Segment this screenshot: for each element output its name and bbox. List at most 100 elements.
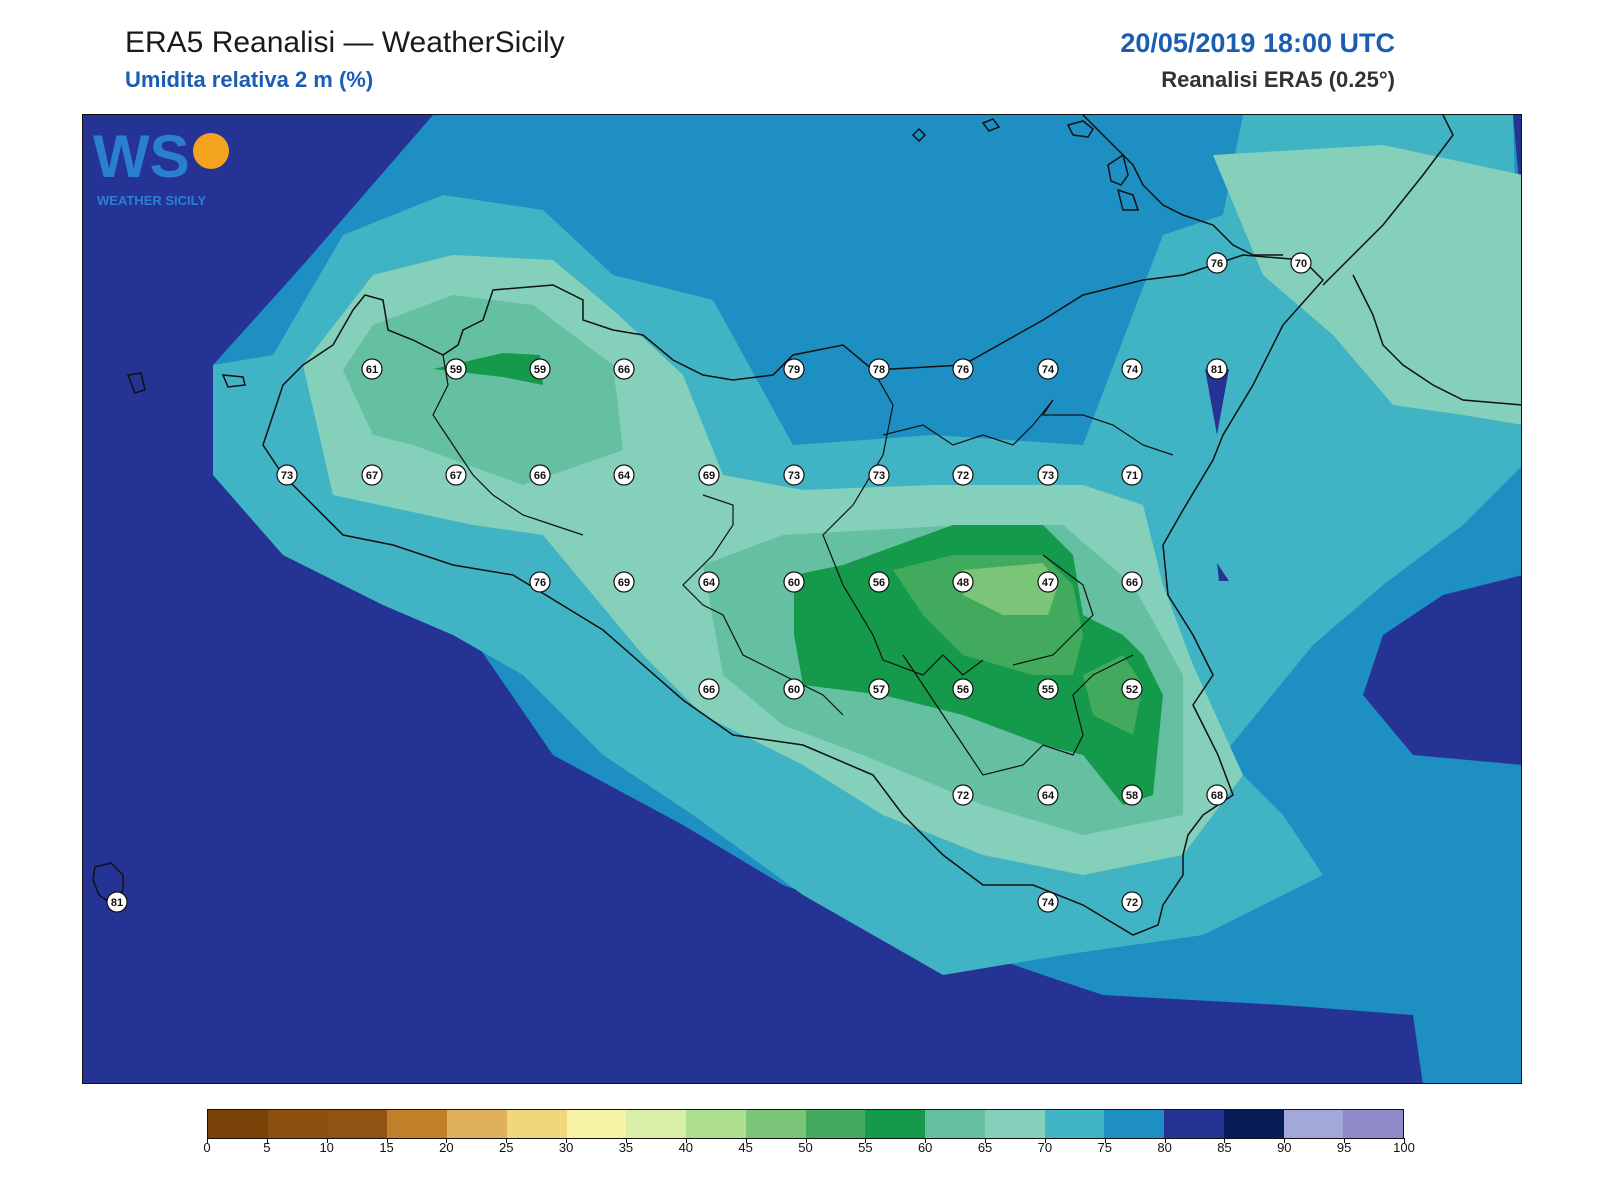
- station-circle: [361, 358, 383, 380]
- map-canvas: 61 59 59 66 79 78 76 74 74 81 76 70 73 67 67 66 64 69 73 73…: [92, 115, 1521, 1083]
- station-value: 57: [873, 684, 885, 696]
- station-marker[interactable]: 59: [445, 358, 467, 380]
- colorbar-tick-label: 0: [203, 1140, 211, 1155]
- station-marker[interactable]: 58: [1121, 784, 1143, 806]
- station-value: 73: [281, 470, 293, 482]
- station-marker[interactable]: 81: [106, 891, 128, 913]
- station-marker[interactable]: 76: [952, 358, 974, 380]
- station-marker[interactable]: 64: [698, 571, 720, 593]
- logo-text: WEATHER SICILY: [97, 193, 206, 208]
- lipari-island: [1107, 153, 1129, 186]
- station-labels: 61 59 59 66 79 78 76 74 74 81 76 70 73 67 67 66 64 69 73 73…: [106, 252, 1312, 913]
- station-marker[interactable]: 66: [613, 358, 635, 380]
- station-value: 64: [703, 577, 716, 589]
- station-marker[interactable]: 72: [952, 784, 974, 806]
- station-value: 70: [1295, 258, 1307, 270]
- station-marker[interactable]: 73: [868, 464, 890, 486]
- station-marker[interactable]: 68: [1206, 784, 1228, 806]
- station-marker[interactable]: 48: [952, 571, 974, 593]
- colorbar-tick-label: 100: [1393, 1140, 1415, 1155]
- station-marker[interactable]: 61: [361, 358, 383, 380]
- station-marker[interactable]: 74: [1037, 358, 1059, 380]
- station-marker[interactable]: 56: [868, 571, 890, 593]
- station-marker[interactable]: 66: [1121, 571, 1143, 593]
- station-value: 74: [1126, 364, 1139, 376]
- vulcano-island: [1116, 188, 1140, 211]
- egadi-island: [126, 372, 146, 394]
- colorbar-tick-label: 90: [1277, 1140, 1292, 1155]
- station-marker[interactable]: 81: [1206, 358, 1228, 380]
- station-value: 66: [1126, 577, 1138, 589]
- station-value: 59: [534, 364, 546, 376]
- station-circle: [783, 358, 805, 380]
- station-value: 73: [1042, 470, 1054, 482]
- colorbar-segment: [745, 1110, 806, 1138]
- colorbar-tick-label: 85: [1217, 1140, 1232, 1155]
- station-circle: [783, 678, 805, 700]
- station-marker[interactable]: 56: [952, 678, 974, 700]
- station-marker[interactable]: 74: [1037, 891, 1059, 913]
- station-value: 56: [957, 684, 969, 696]
- station-marker[interactable]: 76: [1206, 252, 1228, 274]
- station-circle: [783, 571, 805, 593]
- colorbar-tick-mark: [805, 1138, 807, 1143]
- station-marker[interactable]: 78: [868, 358, 890, 380]
- station-value: 74: [1042, 364, 1055, 376]
- station-value: 72: [1126, 897, 1138, 909]
- colorbar-tick-mark: [1344, 1138, 1346, 1143]
- station-circle: [698, 571, 720, 593]
- band-45-50: [963, 563, 1058, 615]
- station-marker[interactable]: 60: [783, 571, 805, 593]
- station-circle: [1121, 784, 1143, 806]
- station-value: 47: [1042, 577, 1054, 589]
- station-marker[interactable]: 72: [1121, 891, 1143, 913]
- band-80-85-small: [1217, 563, 1229, 581]
- station-marker[interactable]: 69: [698, 464, 720, 486]
- colorbar-tick-label: 65: [977, 1140, 993, 1155]
- station-marker[interactable]: 55: [1037, 678, 1059, 700]
- station-marker[interactable]: 64: [613, 464, 635, 486]
- station-marker[interactable]: 60: [783, 678, 805, 700]
- station-value: 68: [1211, 790, 1223, 802]
- station-circle: [1037, 358, 1059, 380]
- humidity-map[interactable]: 61 59 59 66 79 78 76 74 74 81 76 70 73 67 67 66 64 69 73 73…: [82, 114, 1522, 1084]
- station-marker[interactable]: 47: [1037, 571, 1059, 593]
- station-marker[interactable]: 74: [1121, 358, 1143, 380]
- station-value: 66: [703, 684, 715, 696]
- station-circle: [1206, 784, 1228, 806]
- station-circle: [1121, 891, 1143, 913]
- colorbar-tick-mark: [1044, 1138, 1046, 1143]
- station-marker[interactable]: 66: [698, 678, 720, 700]
- station-marker[interactable]: 57: [868, 678, 890, 700]
- colorbar-tick-label: 40: [678, 1140, 694, 1155]
- station-circle: [1037, 678, 1059, 700]
- colorbar-segment: [925, 1110, 985, 1138]
- station-marker[interactable]: 73: [783, 464, 805, 486]
- station-marker[interactable]: 72: [952, 464, 974, 486]
- sun-icon: [193, 133, 229, 169]
- station-marker[interactable]: 67: [445, 464, 467, 486]
- station-marker[interactable]: 73: [276, 464, 298, 486]
- station-circle: [783, 464, 805, 486]
- station-marker[interactable]: 52: [1121, 678, 1143, 700]
- station-marker[interactable]: 59: [529, 358, 551, 380]
- station-marker[interactable]: 67: [361, 464, 383, 486]
- station-marker[interactable]: 66: [529, 464, 551, 486]
- colorbar-segment: [1044, 1110, 1105, 1138]
- colorbar-tick-label: 10: [319, 1140, 334, 1155]
- station-marker[interactable]: 69: [613, 571, 635, 593]
- colorbar-tick-mark: [1224, 1138, 1226, 1143]
- station-circle: [698, 464, 720, 486]
- colorbar-segment: [208, 1110, 268, 1138]
- station-value: 55: [1042, 684, 1054, 696]
- station-marker[interactable]: 73: [1037, 464, 1059, 486]
- station-marker[interactable]: 64: [1037, 784, 1059, 806]
- station-marker[interactable]: 79: [783, 358, 805, 380]
- station-circle: [952, 784, 974, 806]
- colorbar-tick-label: 55: [858, 1140, 873, 1155]
- station-marker[interactable]: 70: [1290, 252, 1312, 274]
- station-marker[interactable]: 76: [529, 571, 551, 593]
- colorbar-tick-mark: [925, 1138, 927, 1143]
- station-marker[interactable]: 71: [1121, 464, 1143, 486]
- station-circle: [952, 678, 974, 700]
